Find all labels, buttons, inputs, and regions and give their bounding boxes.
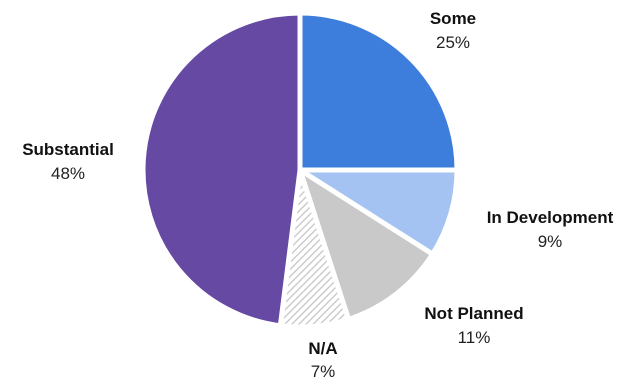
slice-label-substantial: Substantial (22, 140, 114, 159)
label-group-some: Some 25% (430, 9, 476, 52)
slice-value-in-development: 9% (538, 232, 563, 251)
pie-slice-substantial (140, 10, 303, 329)
pie-slice-not-planned (297, 167, 436, 322)
label-group-substantial: Substantial 48% (22, 140, 114, 183)
slice-label-not-planned: Not Planned (424, 304, 523, 323)
slice-value-not-planned: 11% (458, 328, 491, 347)
slice-label-na: N/A (308, 339, 337, 358)
slices-layer (140, 10, 460, 330)
label-group-in-development: In Development 9% (487, 208, 614, 251)
slice-value-na: 7% (311, 362, 336, 379)
label-group-not-planned: Not Planned 11% (424, 304, 523, 347)
slice-value-substantial: 48% (51, 164, 85, 183)
pie-slice-some (297, 10, 460, 173)
slice-label-some: Some (430, 9, 476, 28)
slice-label-in-development: In Development (487, 208, 614, 227)
slice-value-some: 25% (436, 33, 470, 52)
label-group-na: N/A 7% (308, 339, 337, 379)
